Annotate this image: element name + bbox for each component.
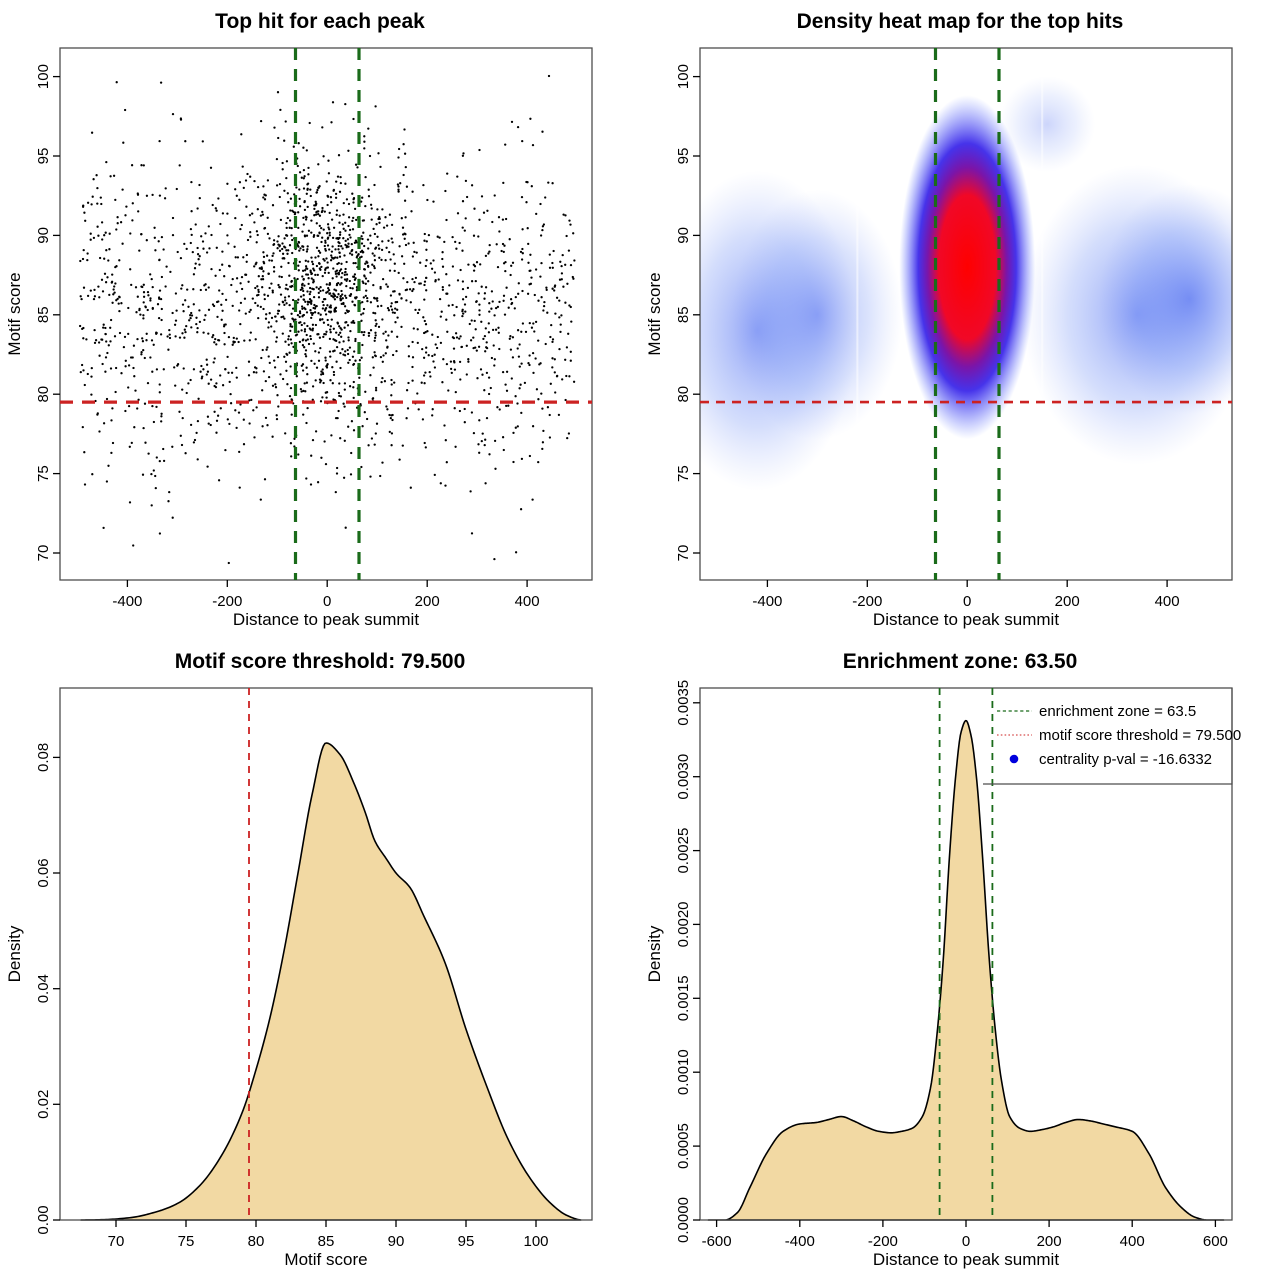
svg-text:Density: Density bbox=[645, 925, 664, 982]
svg-text:Distance to peak summit: Distance to peak summit bbox=[233, 610, 419, 629]
svg-text:400: 400 bbox=[1120, 1233, 1145, 1250]
svg-text:600: 600 bbox=[1203, 1233, 1228, 1250]
svg-text:80: 80 bbox=[675, 386, 692, 403]
svg-text:80: 80 bbox=[35, 386, 52, 403]
svg-text:-600: -600 bbox=[702, 1233, 732, 1250]
svg-text:200: 200 bbox=[415, 593, 440, 610]
svg-text:Distance to peak summit: Distance to peak summit bbox=[873, 1250, 1059, 1269]
svg-text:-200: -200 bbox=[852, 593, 882, 610]
svg-text:0: 0 bbox=[323, 593, 331, 610]
svg-text:Density: Density bbox=[5, 925, 24, 982]
svg-text:Distance to peak summit: Distance to peak summit bbox=[873, 610, 1059, 629]
svg-text:0: 0 bbox=[963, 593, 971, 610]
svg-text:100: 100 bbox=[35, 64, 52, 89]
svg-text:400: 400 bbox=[1155, 593, 1180, 610]
svg-text:95: 95 bbox=[458, 1233, 475, 1250]
svg-text:100: 100 bbox=[523, 1233, 548, 1250]
svg-text:0.02: 0.02 bbox=[35, 1090, 52, 1119]
svg-text:90: 90 bbox=[35, 227, 52, 244]
svg-text:Motif score: Motif score bbox=[645, 272, 664, 355]
svg-text:0: 0 bbox=[962, 1233, 970, 1250]
svg-text:centrality p-val = -16.6332: centrality p-val = -16.6332 bbox=[1039, 751, 1212, 768]
svg-text:-200: -200 bbox=[868, 1233, 898, 1250]
svg-text:Motif score: Motif score bbox=[284, 1250, 367, 1269]
svg-text:-200: -200 bbox=[212, 593, 242, 610]
svg-text:0.00: 0.00 bbox=[35, 1205, 52, 1234]
svg-text:0.0015: 0.0015 bbox=[675, 975, 692, 1021]
svg-text:Motif score: Motif score bbox=[5, 272, 24, 355]
svg-text:0.08: 0.08 bbox=[35, 743, 52, 772]
svg-text:85: 85 bbox=[675, 306, 692, 323]
svg-text:75: 75 bbox=[675, 465, 692, 482]
svg-text:0.0000: 0.0000 bbox=[675, 1197, 692, 1243]
svg-text:-400: -400 bbox=[785, 1233, 815, 1250]
svg-text:200: 200 bbox=[1037, 1233, 1062, 1250]
svg-text:95: 95 bbox=[675, 148, 692, 165]
svg-text:400: 400 bbox=[515, 593, 540, 610]
svg-text:100: 100 bbox=[675, 64, 692, 89]
svg-text:motif score threshold = 79.500: motif score threshold = 79.500 bbox=[1039, 727, 1241, 744]
svg-text:95: 95 bbox=[35, 148, 52, 165]
svg-text:0.06: 0.06 bbox=[35, 858, 52, 887]
svg-text:70: 70 bbox=[35, 545, 52, 562]
svg-text:0.0035: 0.0035 bbox=[675, 680, 692, 726]
svg-text:70: 70 bbox=[675, 545, 692, 562]
svg-text:80: 80 bbox=[248, 1233, 265, 1250]
svg-text:75: 75 bbox=[178, 1233, 195, 1250]
svg-text:200: 200 bbox=[1055, 593, 1080, 610]
svg-text:0.0030: 0.0030 bbox=[675, 754, 692, 800]
svg-text:enrichment zone = 63.5: enrichment zone = 63.5 bbox=[1039, 703, 1196, 720]
svg-text:-400: -400 bbox=[112, 593, 142, 610]
svg-text:0.0025: 0.0025 bbox=[675, 828, 692, 874]
svg-text:0.04: 0.04 bbox=[35, 974, 52, 1003]
svg-text:90: 90 bbox=[675, 227, 692, 244]
svg-text:85: 85 bbox=[318, 1233, 335, 1250]
svg-text:90: 90 bbox=[388, 1233, 405, 1250]
svg-text:85: 85 bbox=[35, 306, 52, 323]
svg-text:70: 70 bbox=[108, 1233, 125, 1250]
svg-text:0.0005: 0.0005 bbox=[675, 1123, 692, 1169]
svg-text:0.0010: 0.0010 bbox=[675, 1049, 692, 1095]
svg-text:75: 75 bbox=[35, 465, 52, 482]
svg-text:0.0020: 0.0020 bbox=[675, 901, 692, 947]
svg-text:-400: -400 bbox=[752, 593, 782, 610]
